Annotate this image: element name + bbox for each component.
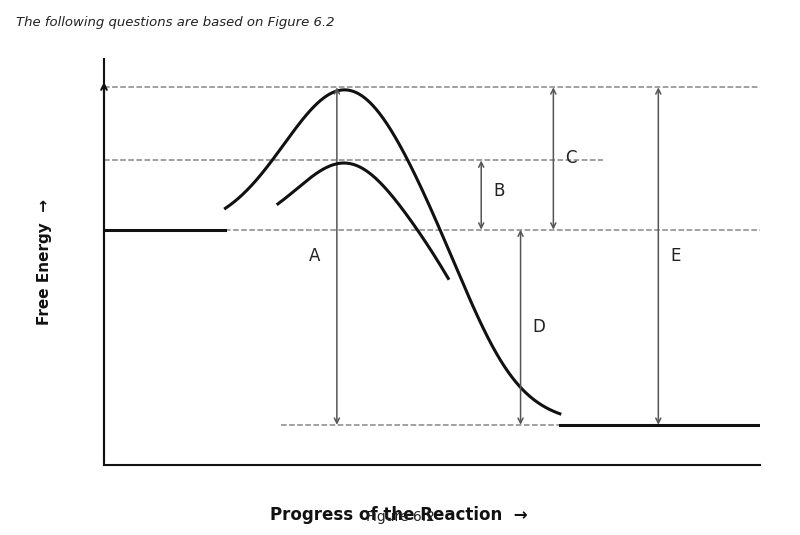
Text: A: A (309, 247, 321, 265)
Text: D: D (532, 318, 546, 336)
Text: Free Energy  →: Free Energy → (38, 199, 53, 325)
Text: Figure 6.2: Figure 6.2 (366, 510, 434, 524)
Text: B: B (493, 182, 504, 200)
Text: C: C (565, 149, 577, 167)
Text: Progress of the Reaction  →: Progress of the Reaction → (270, 506, 528, 524)
Text: The following questions are based on Figure 6.2: The following questions are based on Fig… (16, 16, 334, 29)
Text: E: E (670, 247, 681, 265)
